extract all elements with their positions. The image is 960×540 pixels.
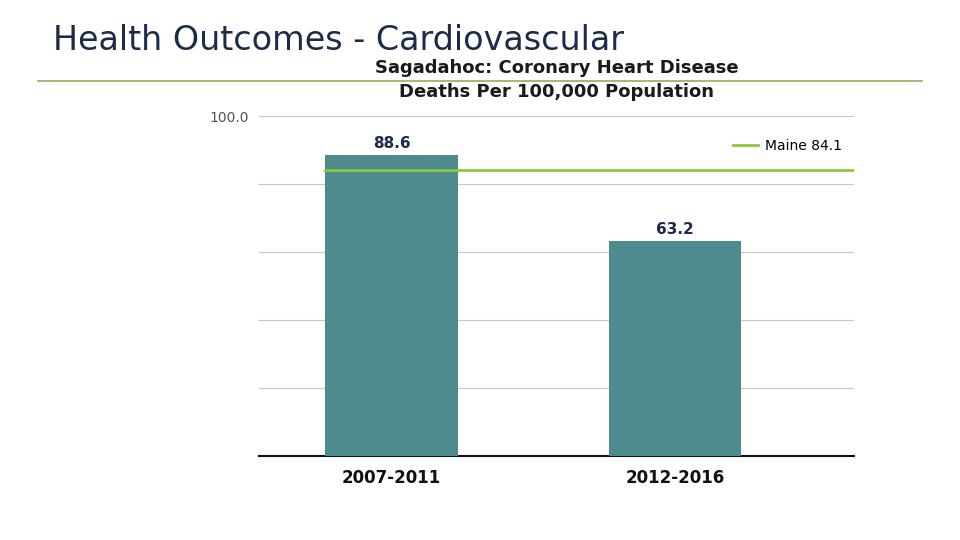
Legend: Maine 84.1: Maine 84.1 bbox=[728, 133, 848, 158]
Text: Health Outcomes - Cardiovascular: Health Outcomes - Cardiovascular bbox=[53, 24, 624, 57]
Bar bbox=[609, 241, 741, 456]
Text: 88.6: 88.6 bbox=[372, 136, 410, 151]
Title: Sagadahoc: Coronary Heart Disease
Deaths Per 100,000 Population: Sagadahoc: Coronary Heart Disease Deaths… bbox=[375, 59, 738, 100]
Text: 63.2: 63.2 bbox=[656, 222, 694, 237]
Bar bbox=[325, 155, 458, 456]
Text: 37: 37 bbox=[919, 514, 936, 528]
